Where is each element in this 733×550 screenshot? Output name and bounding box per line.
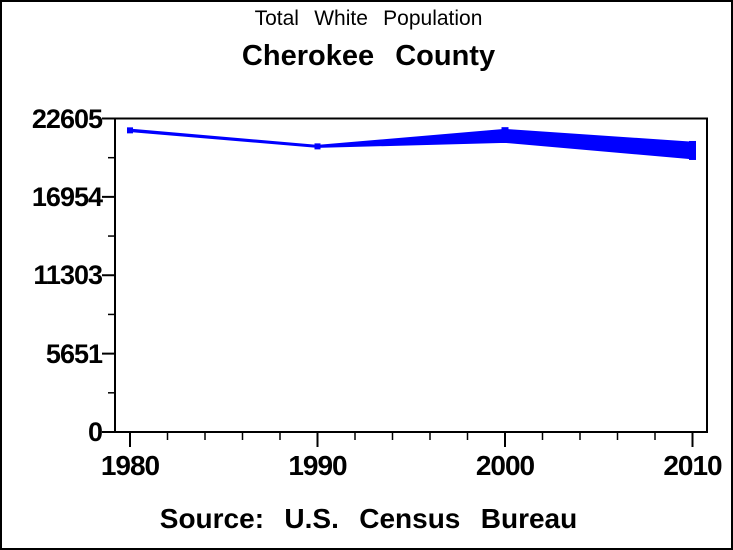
data-point-marker xyxy=(314,143,321,150)
data-point-marker xyxy=(501,127,509,135)
chart-subtitle: Cherokee County xyxy=(241,40,496,72)
chart-title: Total White Population xyxy=(254,7,483,30)
plot-frame xyxy=(114,117,708,433)
data-point-marker xyxy=(689,140,696,160)
data-band xyxy=(129,128,694,160)
data-point-marker xyxy=(127,127,133,134)
source-footnote: Source: U.S. Census Bureau xyxy=(159,503,578,534)
